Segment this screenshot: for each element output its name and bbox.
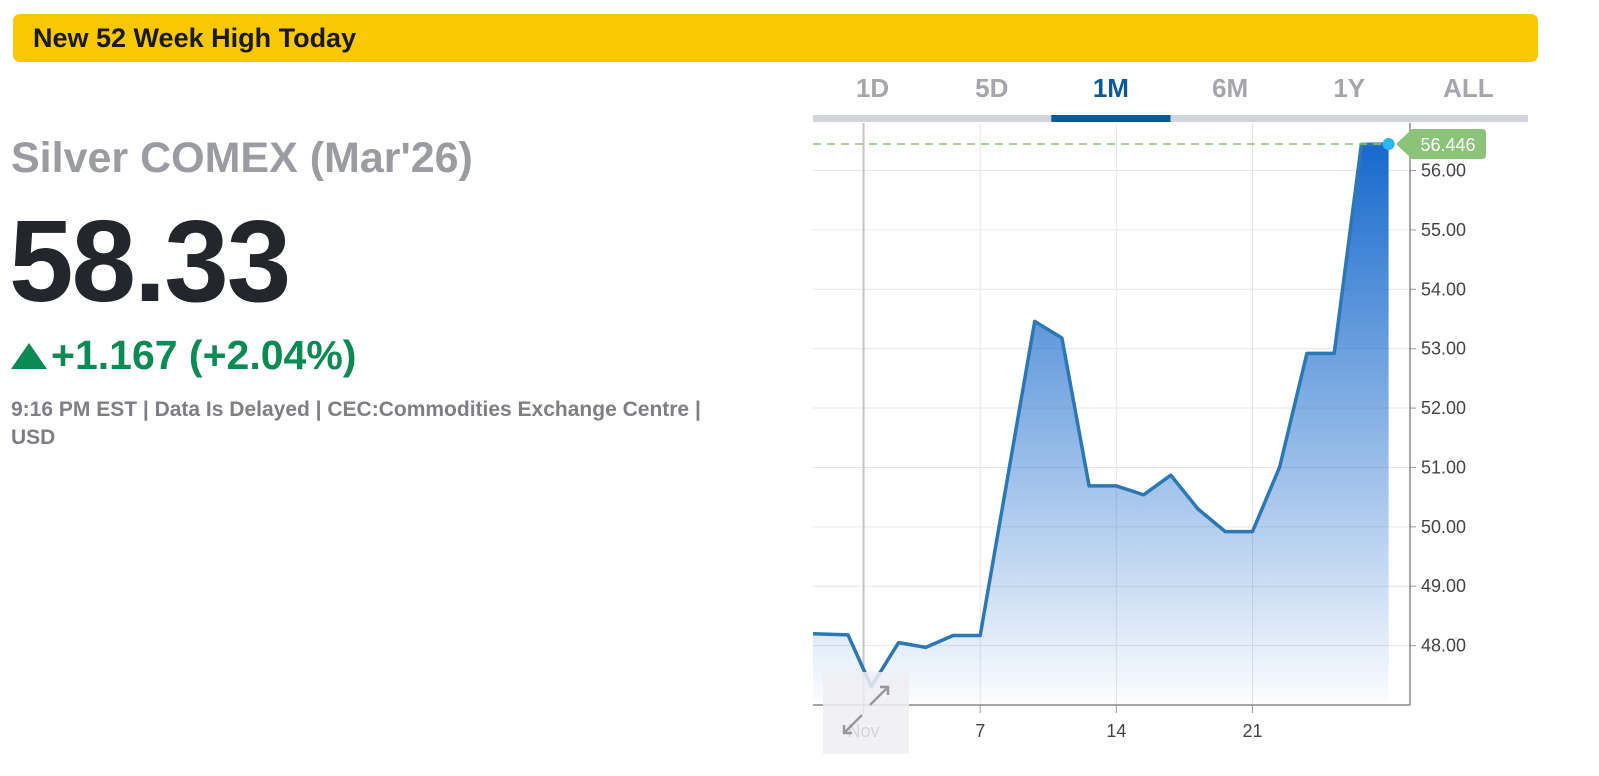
- quote-meta: 9:16 PM EST | Data Is Delayed | CEC:Comm…: [11, 398, 701, 449]
- y-tick-label: 56.00: [1421, 161, 1466, 181]
- y-tick-label: 54.00: [1421, 279, 1466, 299]
- tab[interactable]: 1D: [856, 73, 889, 103]
- tab[interactable]: ALL: [1443, 73, 1494, 103]
- alert-banner: New 52 Week High Today: [13, 14, 1538, 62]
- last-price-tag: [1396, 129, 1486, 160]
- y-tick-label: 51.00: [1421, 457, 1466, 477]
- instrument-name: Silver COMEX (Mar'26): [11, 134, 473, 182]
- tab[interactable]: 5D: [975, 73, 1008, 103]
- up-arrow-icon: [11, 342, 47, 369]
- x-tick-label: 7: [975, 721, 985, 741]
- tab[interactable]: 1Y: [1333, 73, 1365, 103]
- x-tick-label: 14: [1106, 721, 1126, 741]
- y-tick-label: 49.00: [1421, 576, 1466, 596]
- zoom-button-bg[interactable]: [823, 672, 909, 754]
- zoom-icon[interactable]: [842, 685, 890, 735]
- tab-active-indicator: [1051, 115, 1171, 122]
- zoom-button[interactable]: [823, 672, 909, 754]
- last-price: 58.33: [9, 196, 291, 326]
- tab[interactable]: 1M: [1093, 73, 1129, 103]
- y-tick-label: 50.00: [1421, 517, 1466, 537]
- banner-text: New 52 Week High Today: [33, 23, 357, 53]
- y-tick-label: 48.00: [1421, 636, 1466, 656]
- price-change-row: +1.167 (+2.04%): [11, 332, 356, 379]
- tab[interactable]: 6M: [1212, 73, 1248, 103]
- price-change: +1.167 (+2.04%): [51, 332, 357, 378]
- x-tick-label: 21: [1242, 721, 1262, 741]
- y-tick-label: 52.00: [1421, 398, 1466, 418]
- y-tick-label: 55.00: [1421, 220, 1466, 240]
- area-fill: [813, 144, 1389, 700]
- price-line: [813, 142, 1389, 689]
- last-point-marker: [1382, 138, 1395, 151]
- last-price-label: 56.446: [1420, 135, 1475, 155]
- y-tick-label: 53.00: [1421, 339, 1466, 359]
